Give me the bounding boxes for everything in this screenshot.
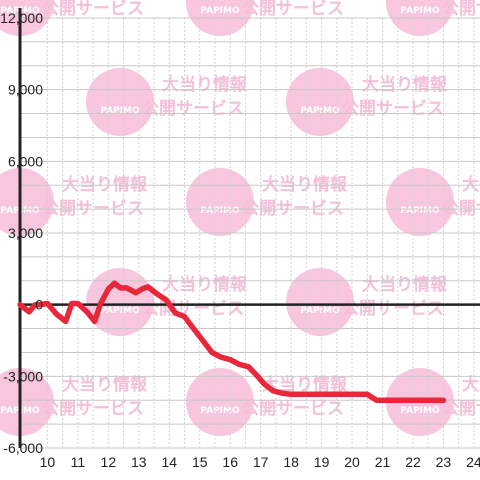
x-tick-label: 20 xyxy=(344,454,360,470)
x-tick-label: 23 xyxy=(436,454,452,470)
x-tick-label: 16 xyxy=(222,454,238,470)
watermark-text-line1: 大当り情報 xyxy=(362,74,448,95)
x-tick-label: 11 xyxy=(71,454,86,470)
watermark-logo-text: PAPIMO xyxy=(200,206,240,216)
watermark-text-line1: 大当り情報 xyxy=(262,174,348,195)
watermark-text-line2: 公開サービス xyxy=(42,399,144,419)
watermark-logo-circle xyxy=(86,268,154,336)
watermark-text-line1: 大当り情報 xyxy=(162,74,248,95)
axes xyxy=(18,8,480,448)
x-tick-label: 19 xyxy=(314,454,330,470)
y-tick-label: 0 xyxy=(35,297,43,313)
x-tick-label: 15 xyxy=(192,454,208,470)
watermark-logo-text: PAPIMO xyxy=(400,406,440,416)
y-tick-label: -3,000 xyxy=(3,368,43,384)
watermark-text-line2: 公開サービス xyxy=(142,99,244,119)
watermark-logo-circle xyxy=(0,368,54,436)
x-tick-label: 14 xyxy=(161,454,177,470)
tick-labels: -6,000 -3,000 0 3,000 6,000 9,000 12,000 10 11 12… xyxy=(0,10,480,470)
watermark-text-line2: 公開サービス xyxy=(242,0,344,19)
x-tick-label: 13 xyxy=(131,454,147,470)
x-tick-label: 17 xyxy=(253,454,269,470)
watermark-text-line1: 大当り情報 xyxy=(262,374,348,395)
watermark-text-line1: 大当り情報 xyxy=(62,174,148,195)
watermark-logo-text: PAPIMO xyxy=(400,6,440,16)
y-tick-label: 3,000 xyxy=(8,225,43,241)
y-tick-label: 9,000 xyxy=(8,82,43,98)
watermark-text-line2: 公開サービス xyxy=(242,399,344,419)
watermark-text-line2: 公開サービス xyxy=(142,299,244,319)
x-tick-label: 18 xyxy=(283,454,299,470)
watermark-text-line2: 公開サービス xyxy=(442,399,480,419)
watermark-text-line2: 公開サービス xyxy=(42,0,144,19)
series-line-0 xyxy=(17,280,447,403)
x-tick-label: 10 xyxy=(40,454,56,470)
watermark-logo-circle xyxy=(186,368,254,436)
x-tick-label: 12 xyxy=(101,454,117,470)
watermark-text-line1: 大当り情報 xyxy=(62,374,148,395)
watermark-logo-text: PAPIMO xyxy=(100,106,140,116)
x-tick-label: 24 xyxy=(466,454,480,470)
x-tick-label: 22 xyxy=(405,454,421,470)
watermark-logo-text: PAPIMO xyxy=(300,306,340,316)
watermark-logo-text: PAPIMO xyxy=(200,6,240,16)
watermark-layer: PAPIMO大当り情報公開サービスPAPIMO大当り情報公開サービスPAPIMO… xyxy=(0,0,480,436)
y-tick-label: 6,000 xyxy=(8,153,43,169)
y-tick-label: 12,000 xyxy=(0,10,43,26)
watermark-logo-text: PAPIMO xyxy=(200,406,240,416)
watermark-logo-text: PAPIMO xyxy=(300,106,340,116)
watermark-text-line1: 大当り情報 xyxy=(362,274,448,295)
grid xyxy=(20,17,480,449)
x-tick-label: 21 xyxy=(375,454,391,470)
y-tick-label: -6,000 xyxy=(3,440,43,456)
watermark-logo-text: PAPIMO xyxy=(100,306,140,316)
watermark-text-line1: 大当り情報 xyxy=(462,174,480,195)
watermark-text-line2: 公開サービス xyxy=(442,0,480,19)
watermark-text-line1: 大当り情報 xyxy=(162,274,248,295)
watermark-logo-text: PAPIMO xyxy=(400,206,440,216)
watermark-text-line1: 大当り情報 xyxy=(462,374,480,395)
watermark-logo-circle xyxy=(86,68,154,136)
series-layer xyxy=(17,280,447,403)
